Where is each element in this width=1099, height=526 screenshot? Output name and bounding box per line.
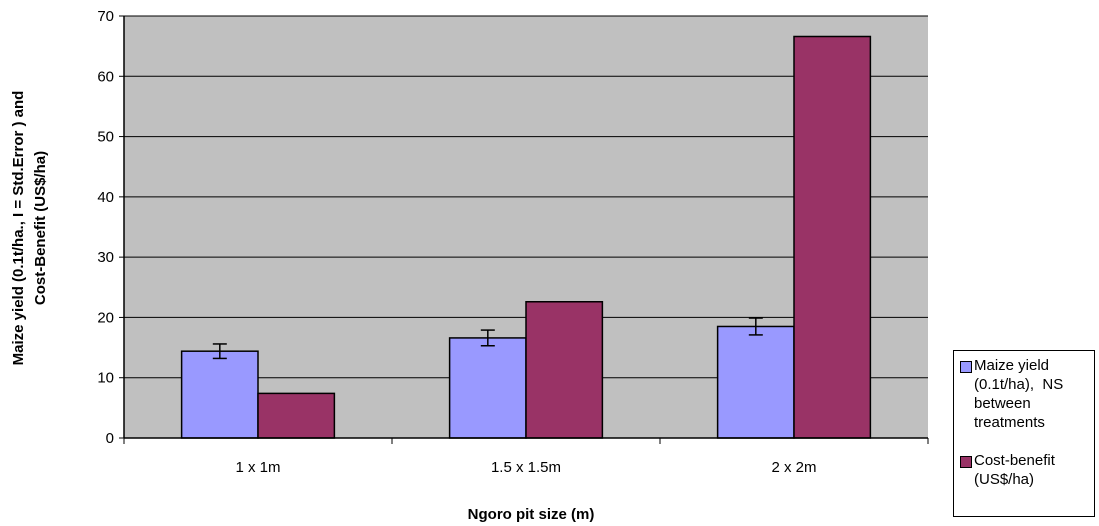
bar-maize-yield <box>716 325 795 439</box>
axes <box>119 15 929 444</box>
legend-swatch-cost-benefit <box>960 456 972 468</box>
y-tick-label: 60 <box>97 68 114 85</box>
y-tick-label: 70 <box>97 8 114 25</box>
error-bars <box>212 317 763 360</box>
legend-line: Cost-benefit <box>974 452 1055 469</box>
x-tick-label: 1.5 x 1.5m <box>491 459 561 476</box>
x-axis-label: Ngoro pit size (m) <box>468 506 595 523</box>
bar-cost-benefit <box>793 35 872 439</box>
error-bar <box>480 329 495 347</box>
bar-cost-benefit <box>525 301 604 439</box>
legend-label-maize-yield: Maize yield (0.1t/ha), NS between treatm… <box>974 356 1094 432</box>
y-tick-label: 10 <box>97 370 114 387</box>
bar-cost-benefit <box>257 392 336 439</box>
legend-line: Maize yield <box>974 357 1050 374</box>
x-tick-labels: 1 x 1m 1.5 x 1.5m 2 x 2m <box>235 459 816 476</box>
error-bar <box>748 317 763 336</box>
legend-line: between <box>974 395 1031 412</box>
bar-maize-yield <box>180 350 259 439</box>
y-tick-label: 0 <box>106 430 114 447</box>
y-tick-label: 40 <box>97 189 114 206</box>
legend-label-cost-benefit: Cost-benefit (US$/ha) <box>974 451 1094 489</box>
y-axis-label-line1: Maize yield (0.1t/ha., I = Std.Error ) a… <box>10 91 27 366</box>
y-tick-labels: 0 10 20 30 40 50 60 70 <box>97 8 114 447</box>
y-axis-label-line2: Cost-Benefit (US$/ha) <box>32 151 49 305</box>
bar-maize-yield <box>448 337 527 439</box>
legend: Maize yield (0.1t/ha), NS between treatm… <box>953 350 1095 517</box>
legend-line: treatments <box>974 414 1045 431</box>
x-tick-label: 2 x 2m <box>771 459 816 476</box>
y-tick-label: 20 <box>97 309 114 326</box>
legend-line: (US$/ha) <box>974 471 1035 488</box>
y-tick-label: 50 <box>97 129 114 146</box>
error-bar <box>212 343 227 360</box>
x-tick-label: 1 x 1m <box>235 459 280 476</box>
y-tick-label: 30 <box>97 249 114 266</box>
legend-swatch-maize-yield <box>960 361 972 373</box>
legend-line: (0.1t/ha), NS <box>974 376 1064 393</box>
